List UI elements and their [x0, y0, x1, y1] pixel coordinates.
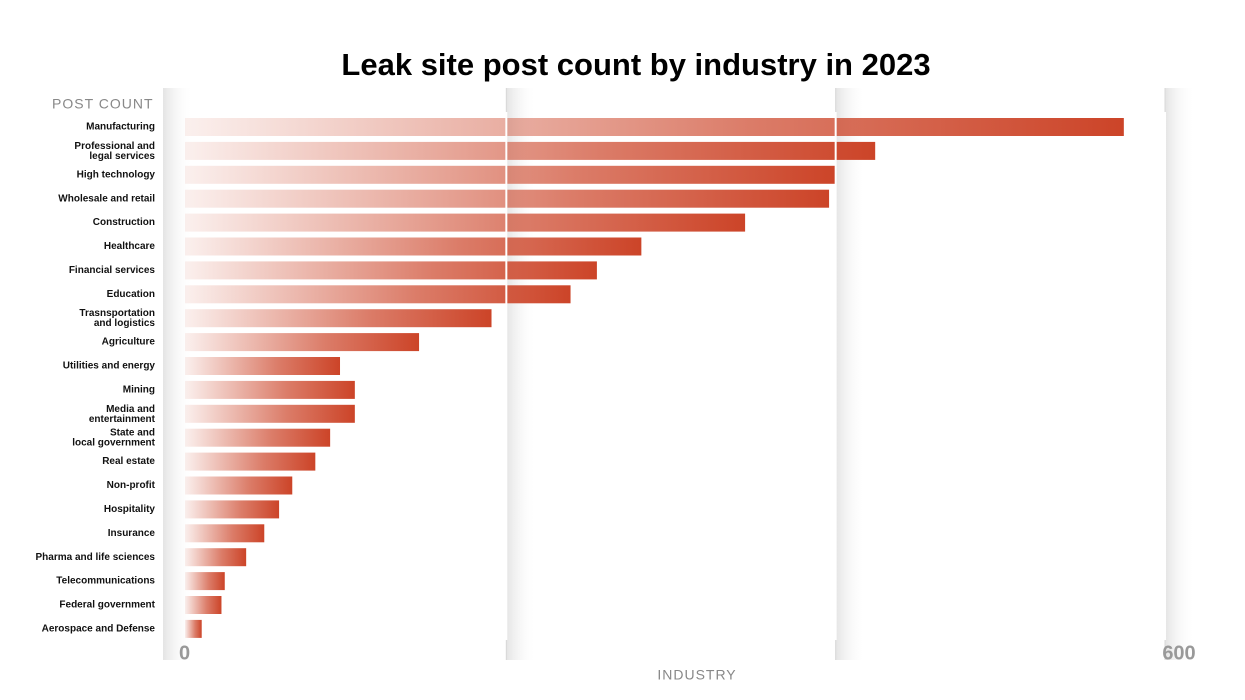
axis-label: INDUSTRY [657, 667, 736, 683]
bar [185, 428, 331, 447]
y-tick-label: Trasnsportation and logistics [79, 308, 155, 329]
bar [185, 285, 571, 304]
bar [185, 548, 247, 567]
bar [185, 237, 642, 256]
bar [185, 500, 280, 519]
axis-label: POST COUNT [52, 96, 154, 112]
y-tick-label: Healthcare [104, 241, 156, 252]
y-tick-label: Mining [123, 385, 155, 396]
bars [185, 118, 1124, 638]
bar [185, 404, 355, 423]
bar [185, 524, 265, 543]
grid-panel [1165, 88, 1195, 660]
y-tick-label: Pharma and life sciences [35, 552, 155, 563]
bar [185, 213, 746, 232]
bar [185, 333, 420, 352]
bar [185, 572, 225, 591]
y-tick-label: Wholesale and retail [58, 193, 155, 204]
bar [185, 141, 876, 160]
y-tick-label: Telecommunications [56, 576, 155, 587]
bar [185, 357, 341, 375]
y-tick-label: Hospitality [104, 504, 156, 515]
y-tick-label: Agriculture [102, 337, 156, 348]
y-tick-label: Insurance [108, 528, 156, 539]
y-tick-label: Aerospace and Defense [42, 624, 156, 635]
x-tick-label: 0 [179, 642, 190, 664]
bar [185, 165, 836, 184]
bar [185, 476, 293, 495]
bar [185, 118, 1124, 136]
y-tick-label: Manufacturing [86, 122, 155, 133]
y-tick-label: State and local government [72, 427, 155, 448]
y-tick-label: High technology [77, 169, 156, 180]
bar [185, 309, 492, 328]
y-tick-label: Education [107, 289, 155, 300]
y-tick-label: Construction [93, 217, 155, 228]
chart-title: Leak site post count by industry in 2023 [341, 47, 930, 82]
y-tick-label: Federal government [59, 600, 155, 611]
grid-panel [835, 88, 866, 660]
bar [185, 261, 597, 280]
y-tick-label: Media and entertainment [89, 403, 156, 424]
bar [185, 452, 316, 471]
y-tick-label: Real estate [102, 456, 155, 467]
bar [185, 380, 355, 399]
y-tick-label: Professional and legal services [74, 141, 155, 162]
bar [185, 596, 222, 614]
y-tick-label: Non-profit [107, 480, 156, 491]
x-tick-label: 600 [1162, 642, 1195, 664]
y-tick-label: Financial services [69, 265, 156, 276]
y-tick-label: Utilities and energy [63, 361, 156, 372]
bar [185, 619, 202, 638]
